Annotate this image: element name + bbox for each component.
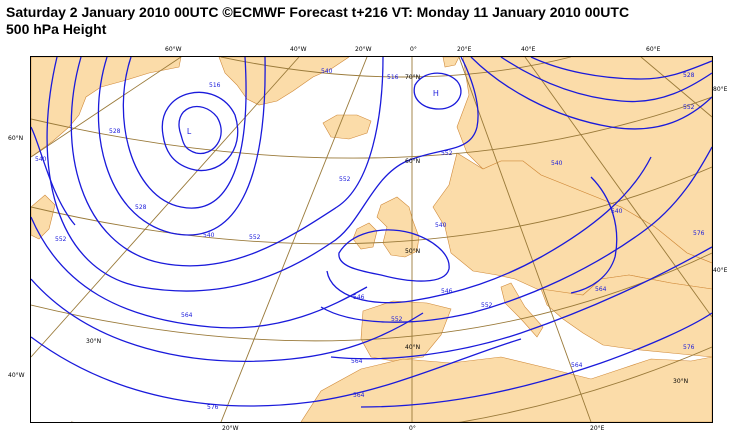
contour-label: 516 <box>387 74 399 81</box>
parallel-40n <box>31 252 712 342</box>
contour-576 <box>31 336 522 407</box>
contour-labels: 516 528 528 540 540 540 552 552 552 564 … <box>35 68 705 411</box>
contour-l-516 <box>161 91 239 172</box>
contour-540-w <box>31 126 76 226</box>
graticule-labels: 70°N 60°N 50°N 40°N 30°N 30°N <box>86 74 688 385</box>
contour-label: 540 <box>203 232 215 239</box>
contour-528-a <box>122 57 247 209</box>
contour-label: 540 <box>35 156 47 163</box>
land-layer <box>31 57 712 422</box>
contour-label: 516 <box>209 82 221 89</box>
parallel-60n <box>31 96 712 159</box>
grid-label-60n: 60°N <box>405 158 420 165</box>
contour-h <box>413 72 462 110</box>
contour-l-inner <box>178 105 222 155</box>
land-ireland <box>352 222 378 250</box>
contour-label: 552 <box>391 316 403 323</box>
bottom-label-20e: 20°E <box>590 425 605 432</box>
map-svg: 70°N 60°N 50°N 40°N 30°N 30°N 516 528 52… <box>31 57 712 422</box>
bottom-label-20w: 20°W <box>222 425 239 432</box>
contour-label: 564 <box>353 392 365 399</box>
contour-552 <box>46 57 479 292</box>
contour-label: 576 <box>683 344 695 351</box>
contour-540-e <box>570 176 618 294</box>
title-line-2: 500 hPa Height <box>6 21 107 37</box>
contour-label: 546 <box>441 288 453 295</box>
forecast-map: 70°N 60°N 50°N 40°N 30°N 30°N 516 528 52… <box>30 56 713 423</box>
contour-540-c <box>338 229 450 282</box>
map-title: Saturday 2 January 2010 00UTC ©ECMWF For… <box>6 4 629 38</box>
parallel-50n <box>31 166 712 245</box>
land-svalbard <box>442 57 460 68</box>
contour-528-b <box>97 57 266 236</box>
bottom-label-0: 0° <box>409 425 416 432</box>
title-line-1: Saturday 2 January 2010 00UTC ©ECMWF For… <box>6 4 630 20</box>
top-label-40w: 40°W <box>290 46 307 53</box>
contour-label: 540 <box>551 160 563 167</box>
grid-label-50n: 50°N <box>405 248 420 255</box>
meridian-20e <box>458 57 592 422</box>
top-label-20e: 20°E <box>457 46 472 53</box>
contour-label: 576 <box>693 230 705 237</box>
contour-label: 552 <box>481 302 493 309</box>
parallel-30n <box>71 346 712 422</box>
right-label-40e: 40°E <box>713 267 728 274</box>
meridian-20w <box>220 57 368 422</box>
top-label-60w: 60°W <box>165 46 182 53</box>
contour-576-c <box>360 312 712 408</box>
contour-label: 528 <box>683 72 695 79</box>
contour-label: 564 <box>351 358 363 365</box>
land-iceland <box>322 114 372 140</box>
contour-528-n <box>530 57 712 80</box>
contour-552-n <box>470 57 712 130</box>
contour-label: 564 <box>571 362 583 369</box>
contour-564-c <box>330 246 712 360</box>
contour-label: 564 <box>595 286 607 293</box>
top-label-0: 0° <box>410 46 417 53</box>
contour-label: 552 <box>339 176 351 183</box>
contour-564-b <box>31 278 424 362</box>
contour-label: 528 <box>135 204 147 211</box>
land-italy <box>500 282 544 338</box>
contour-label: 540 <box>611 208 623 215</box>
meridian-40e <box>524 57 712 318</box>
contour-label: 552 <box>249 234 261 241</box>
left-label-40w: 40°W <box>8 372 25 379</box>
contour-label: 576 <box>207 404 219 411</box>
contour-552-c <box>320 146 712 323</box>
contour-label: 528 <box>109 128 121 135</box>
low-pressure-centre: L <box>187 127 192 136</box>
top-label-20w: 20°W <box>355 46 372 53</box>
grid-label-30n-e: 30°N <box>673 378 688 385</box>
right-label-80e: 80°E <box>713 86 728 93</box>
left-label-60n: 60°N <box>8 135 24 142</box>
contour-label: 552 <box>683 104 695 111</box>
contour-label: 564 <box>181 312 193 319</box>
land-canada <box>31 57 182 158</box>
land-greenland <box>218 57 350 106</box>
meridian-40w <box>31 57 300 358</box>
meridian-60w <box>31 57 182 158</box>
grid-label-40n: 40°N <box>405 344 420 351</box>
grid-label-70n: 70°N <box>405 74 420 81</box>
contour-layer <box>31 57 712 408</box>
contour-540 <box>70 57 384 267</box>
contour-540-n <box>500 57 712 103</box>
contour-label: 540 <box>321 68 333 75</box>
contour-label: 540 <box>435 222 447 229</box>
high-pressure-centre: H <box>433 89 439 98</box>
contour-label: 552 <box>441 150 453 157</box>
contour-label: 552 <box>55 236 67 243</box>
land-newfoundland <box>31 194 56 240</box>
land-iberia <box>360 300 452 362</box>
top-label-40e: 40°E <box>521 46 536 53</box>
top-label-60e: 60°E <box>646 46 661 53</box>
contour-label: 546 <box>353 294 365 301</box>
grid-label-30n-w: 30°N <box>86 338 101 345</box>
parallel-70n <box>220 57 572 78</box>
